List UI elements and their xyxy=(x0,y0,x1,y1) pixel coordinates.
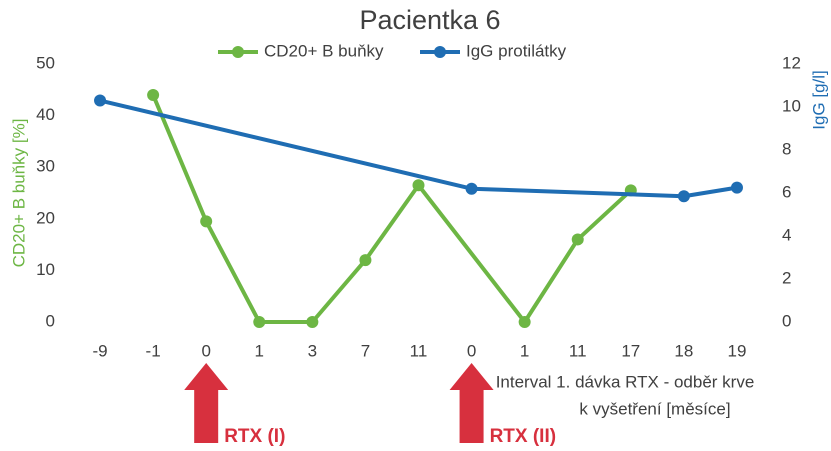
y-tick-label: 50 xyxy=(36,53,55,72)
y2-axis-label: IgG [g/l] xyxy=(809,70,828,130)
x-tick-label: 11 xyxy=(569,341,587,360)
y-axis-label: CD20+ B buňky [%] xyxy=(9,119,28,268)
x-tick-label: 7 xyxy=(361,341,370,360)
legend-marker xyxy=(232,46,244,58)
y2-tick-label: 0 xyxy=(782,311,791,330)
data-point xyxy=(200,215,213,228)
x-tick-label: 3 xyxy=(308,341,317,360)
x-tick-label: -1 xyxy=(146,341,161,360)
x-tick-label: 11 xyxy=(410,341,428,360)
x-axis-label: Interval 1. dávka RTX - odběr krve xyxy=(496,372,755,391)
legend-marker xyxy=(434,46,446,58)
data-point xyxy=(147,88,160,101)
y2-tick-label: 4 xyxy=(782,225,791,244)
annotation-arrow xyxy=(184,363,229,443)
data-point xyxy=(730,181,743,194)
x-tick-label: 0 xyxy=(467,341,476,360)
data-point xyxy=(359,254,372,267)
legend-label: IgG protilátky xyxy=(466,41,567,60)
y-tick-label: 30 xyxy=(36,157,55,176)
data-point xyxy=(465,182,478,195)
data-point xyxy=(94,94,107,107)
data-point xyxy=(412,179,425,192)
data-point xyxy=(677,190,690,203)
x-tick-label: 17 xyxy=(621,341,640,360)
data-point xyxy=(571,233,584,246)
y2-tick-label: 12 xyxy=(782,53,801,72)
y-tick-label: 10 xyxy=(36,260,55,279)
data-point xyxy=(518,316,531,328)
annotation-label: RTX (I) xyxy=(224,426,285,447)
y2-tick-label: 2 xyxy=(782,268,791,287)
legend-label: CD20+ B buňky xyxy=(264,41,384,60)
x-tick-label: 1 xyxy=(255,341,264,360)
y-tick-label: 20 xyxy=(36,208,55,227)
data-point xyxy=(306,316,319,328)
x-tick-label: 18 xyxy=(674,341,693,360)
series-line xyxy=(99,98,738,199)
x-tick-label: 0 xyxy=(201,341,210,360)
y2-tick-label: 8 xyxy=(782,139,791,158)
annotation-arrow xyxy=(449,363,494,443)
y-tick-label: 0 xyxy=(46,311,55,330)
x-axis-label: k vyšetření [měsíce] xyxy=(579,399,730,418)
y-tick-label: 40 xyxy=(36,105,55,124)
annotation-label: RTX (II) xyxy=(490,426,556,447)
y2-tick-label: 6 xyxy=(782,182,791,201)
y2-tick-label: 10 xyxy=(782,96,801,115)
x-tick-label: 19 xyxy=(728,341,747,360)
chart-title: Pacientka 6 xyxy=(359,5,500,35)
x-tick-label: 1 xyxy=(520,341,529,360)
x-tick-label: -9 xyxy=(92,341,107,360)
data-point xyxy=(253,316,266,328)
